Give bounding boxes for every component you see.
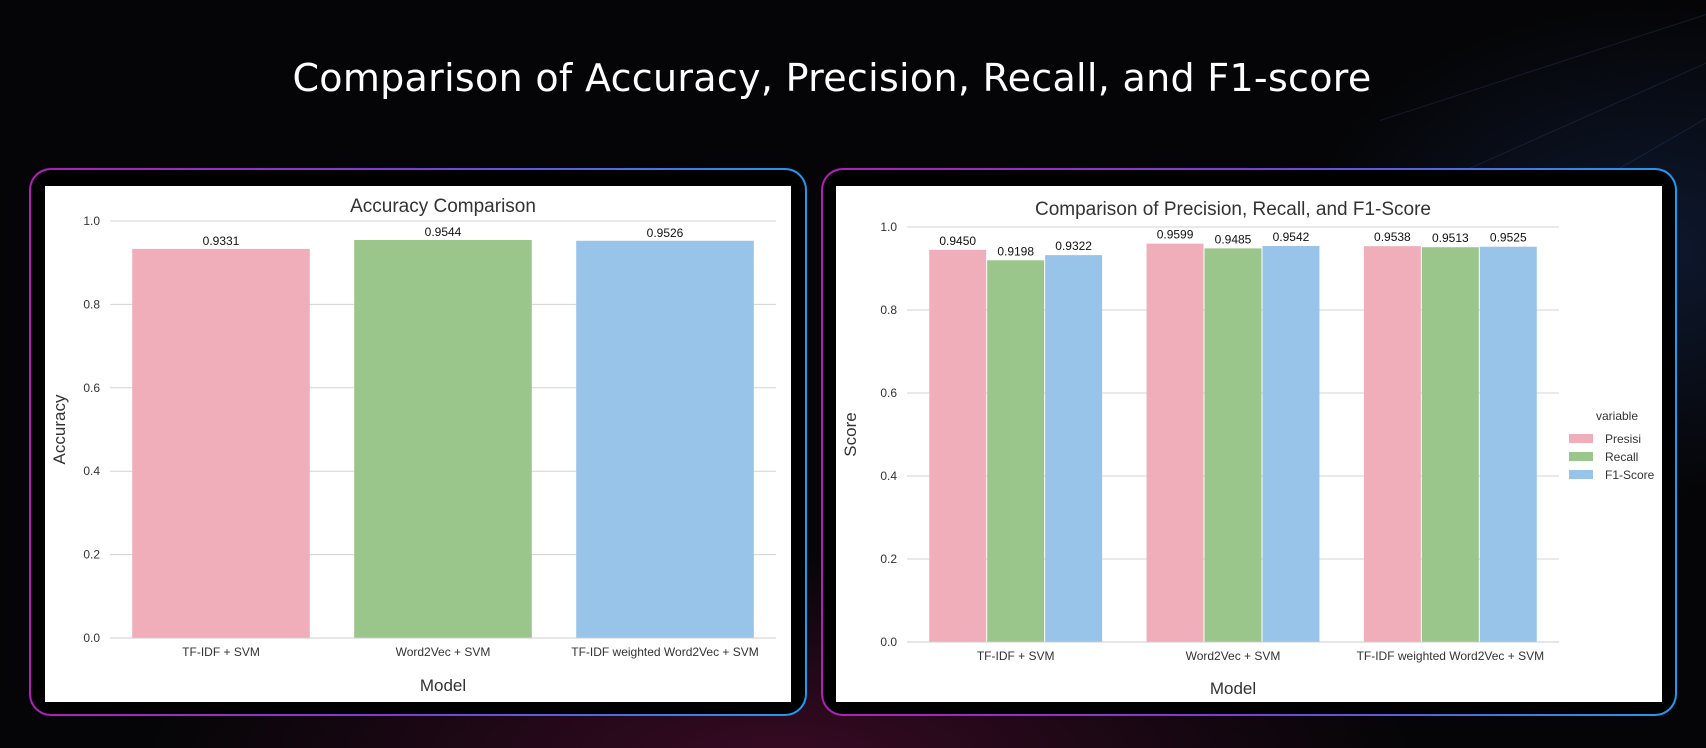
y-tick-label: 0.2 (83, 548, 100, 562)
bar-value-label: 0.9198 (997, 244, 1034, 258)
bar-value-label: 0.9544 (425, 225, 462, 239)
chart-title: Comparison of Precision, Recall, and F1-… (1035, 199, 1431, 220)
bar-f1-score (1479, 246, 1537, 642)
metrics-chart-card: 0.0 0.2 0.4 0.6 0.8 1.0 Comparison of Precisio… (836, 186, 1662, 702)
legend-entry: Recall (1605, 450, 1638, 464)
metrics-grouped-bar-chart: 0.0 0.2 0.4 0.6 0.8 1.0 Comparison of Precisio… (841, 199, 1655, 698)
y-axis-label: Score (841, 412, 860, 456)
bar-value-label: 0.9525 (1490, 231, 1527, 245)
x-tick-label: TF-IDF + SVM (182, 645, 260, 659)
bar-recall (987, 260, 1045, 642)
slide-title: Comparison of Accuracy, Precision, Recal… (292, 56, 1372, 100)
bar-value-label: 0.9538 (1374, 230, 1411, 244)
y-tick-label: 0.4 (880, 469, 897, 483)
x-tick-label: Word2Vec + SVM (1186, 649, 1281, 663)
legend-title: variable (1596, 409, 1638, 423)
accuracy-chart-card: 0.0 0.2 0.4 0.6 0.8 1.0 Accuracy Comparison Mod… (45, 186, 791, 702)
bar-f1-score (1045, 255, 1103, 642)
x-tick-label: Word2Vec + SVM (396, 645, 491, 659)
legend-swatch (1569, 452, 1593, 461)
legend-swatch (1569, 470, 1593, 479)
y-tick-label: 0.6 (83, 381, 100, 395)
bar-value-label: 0.9542 (1273, 230, 1310, 244)
y-tick-label: 0.8 (880, 303, 897, 317)
accuracy-bar-chart: 0.0 0.2 0.4 0.6 0.8 1.0 Accuracy Comparison Mod… (50, 196, 776, 695)
bar-3 (576, 240, 754, 638)
y-tick-label: 0.4 (83, 464, 100, 478)
y-tick-label: 0.6 (880, 386, 897, 400)
y-axis-label: Accuracy (50, 394, 69, 464)
y-tick-label: 1.0 (83, 214, 100, 228)
bar-f1-score (1262, 246, 1320, 642)
x-axis-label: Model (420, 676, 466, 695)
bar-value-label: 0.9485 (1215, 232, 1252, 246)
x-tick-label: TF-IDF + SVM (977, 649, 1055, 663)
legend-swatch (1569, 434, 1593, 443)
bar-value-label: 0.9526 (647, 226, 684, 240)
y-tick-label: 0.2 (880, 552, 897, 566)
bar-recall (1204, 248, 1262, 642)
y-tick-label: 1.0 (880, 220, 897, 234)
bar-value-label: 0.9322 (1055, 239, 1092, 253)
bar-recall (1421, 247, 1479, 642)
y-tick-label: 0.0 (880, 635, 897, 649)
chart-title: Accuracy Comparison (350, 196, 536, 217)
x-tick-label: TF-IDF weighted Word2Vec + SVM (1357, 649, 1545, 663)
bar-presisi (929, 249, 987, 642)
x-axis-label: Model (1210, 679, 1256, 698)
bar-2 (354, 240, 532, 638)
y-tick-label: 0.8 (83, 297, 100, 311)
x-tick-label: TF-IDF weighted Word2Vec + SVM (571, 645, 759, 659)
bar-value-label: 0.9599 (1157, 228, 1194, 242)
legend-entry: Presisi (1605, 432, 1641, 446)
bar-1 (132, 248, 310, 638)
bar-value-label: 0.9513 (1432, 231, 1469, 245)
bar-value-label: 0.9450 (939, 234, 976, 248)
legend-entry: F1-Score (1605, 468, 1655, 482)
y-tick-label: 0.0 (83, 631, 100, 645)
bar-presisi (1363, 246, 1421, 642)
bar-presisi (1146, 243, 1204, 643)
bar-value-label: 0.9331 (203, 234, 240, 248)
